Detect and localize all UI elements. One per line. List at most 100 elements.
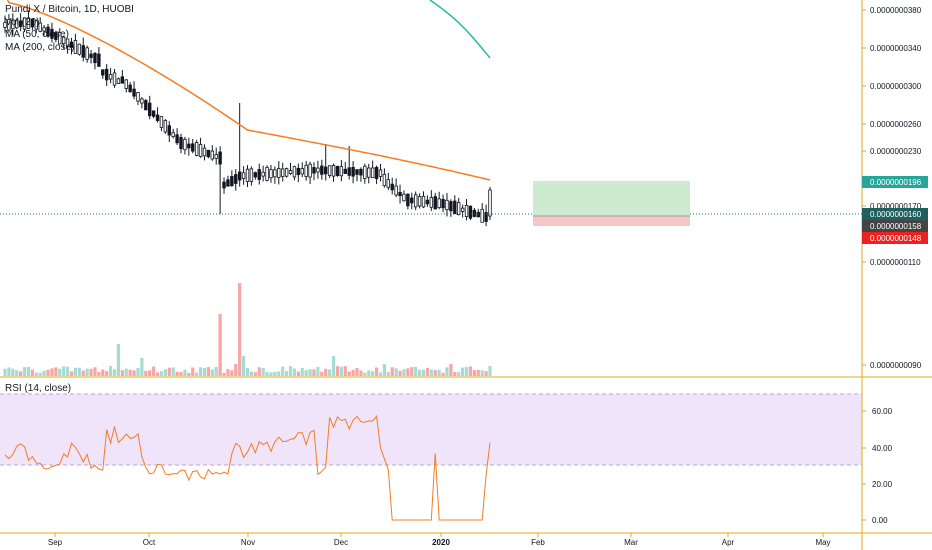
candle-body [230,176,234,186]
volume-bar [296,371,300,376]
volume-bar [488,366,492,376]
price-tag-label: 0.0000000160 [870,210,922,219]
candle-body [175,134,179,144]
candle-body [265,167,269,181]
volume-bar [230,370,234,376]
candle-body [339,166,344,177]
candle-body [398,191,402,197]
volume-bar [46,369,50,376]
volume-bar [312,369,316,376]
candle-body [194,142,199,156]
volume-bar [374,367,379,376]
volume-bar [128,369,132,376]
candle-body [343,168,347,174]
candle-body [300,168,304,175]
candle-body [34,20,38,30]
time-tick-label: Dec [334,538,348,547]
candle-body [108,74,113,80]
volume-bar [218,314,222,376]
candle-body [421,195,426,208]
candle-body [30,18,35,28]
volume-bar [19,371,23,376]
price-tag-bg [862,208,928,220]
candle-body [171,132,175,137]
candle-body [359,168,363,176]
chart-legend: Pundi X / Bitcoin, 1D, HUOBI Vol (20) MA… [5,4,134,54]
volume-bar [320,371,324,376]
volume-bar [476,369,480,376]
candle-body [97,53,101,67]
volume-bar [390,367,394,376]
volume-bar [343,366,347,376]
candle-body [316,167,320,173]
volume-bar [238,283,242,376]
volume-bar [449,364,453,376]
candle-body [50,28,54,39]
price-tick-label: 0.0000000090 [870,361,922,370]
candle-body [453,200,457,215]
price-tick-label: 0.0000000260 [870,120,922,129]
candle-body [226,179,230,187]
candle-body [324,166,328,175]
candle-body [308,163,312,178]
volume-bar [417,369,422,376]
volume-bar [222,372,226,376]
candle-body [441,198,445,209]
candle-body [382,173,387,187]
volume-bar [171,367,175,376]
volume-bar [398,370,402,376]
volume-bar [269,372,273,376]
volume-bar [152,366,156,376]
candle-body [378,169,383,177]
candle-body [163,120,168,133]
volume-bar [484,371,488,376]
volume-bar [136,367,140,376]
volume-bar [101,369,105,376]
volume-bar [54,367,58,376]
candle-body [253,172,258,178]
volume-bar [304,370,308,376]
volume-bar [58,368,62,376]
candle-body [179,137,183,149]
candle-body [351,166,355,177]
volume-bar [202,367,207,376]
ma200-line [429,0,491,59]
volume-bar [378,372,383,376]
volume-bar [367,370,371,376]
volume-bar [81,370,85,376]
candle-body [281,168,285,177]
volume-bar [257,367,261,376]
volume-bar [38,372,42,376]
rsi-line [4,414,491,521]
volume-bar [183,369,187,376]
volume-bar [163,369,167,376]
candle-body [355,169,359,175]
price-tag-label: 0.0000000148 [870,234,922,243]
volume-bar [144,370,148,376]
candle-body [273,169,277,178]
ma50-legend: MA (50, close) [5,29,69,40]
volume-bar [234,364,238,376]
ma50-line [6,0,491,181]
candle-body [42,27,46,32]
symbol-title: Pundi X / Bitcoin, 1D, HUOBI [5,4,134,15]
candle-body [120,76,125,84]
volume-bar [15,370,19,376]
volume-bar [148,370,152,376]
candle-body [331,165,336,177]
volume-bar [359,370,363,376]
candle-body [457,202,461,216]
volume-bar [288,366,293,376]
volume-bar [461,367,465,376]
candle-body [81,45,85,58]
candle-body [374,166,379,180]
volume-bar [210,369,214,376]
candle-body [15,19,19,29]
volume-bar [335,366,340,376]
volume-bar [339,366,343,376]
volume-bar [214,366,218,376]
candle-body [292,166,297,178]
volume-bar [179,372,183,376]
volume-bar [386,372,390,376]
